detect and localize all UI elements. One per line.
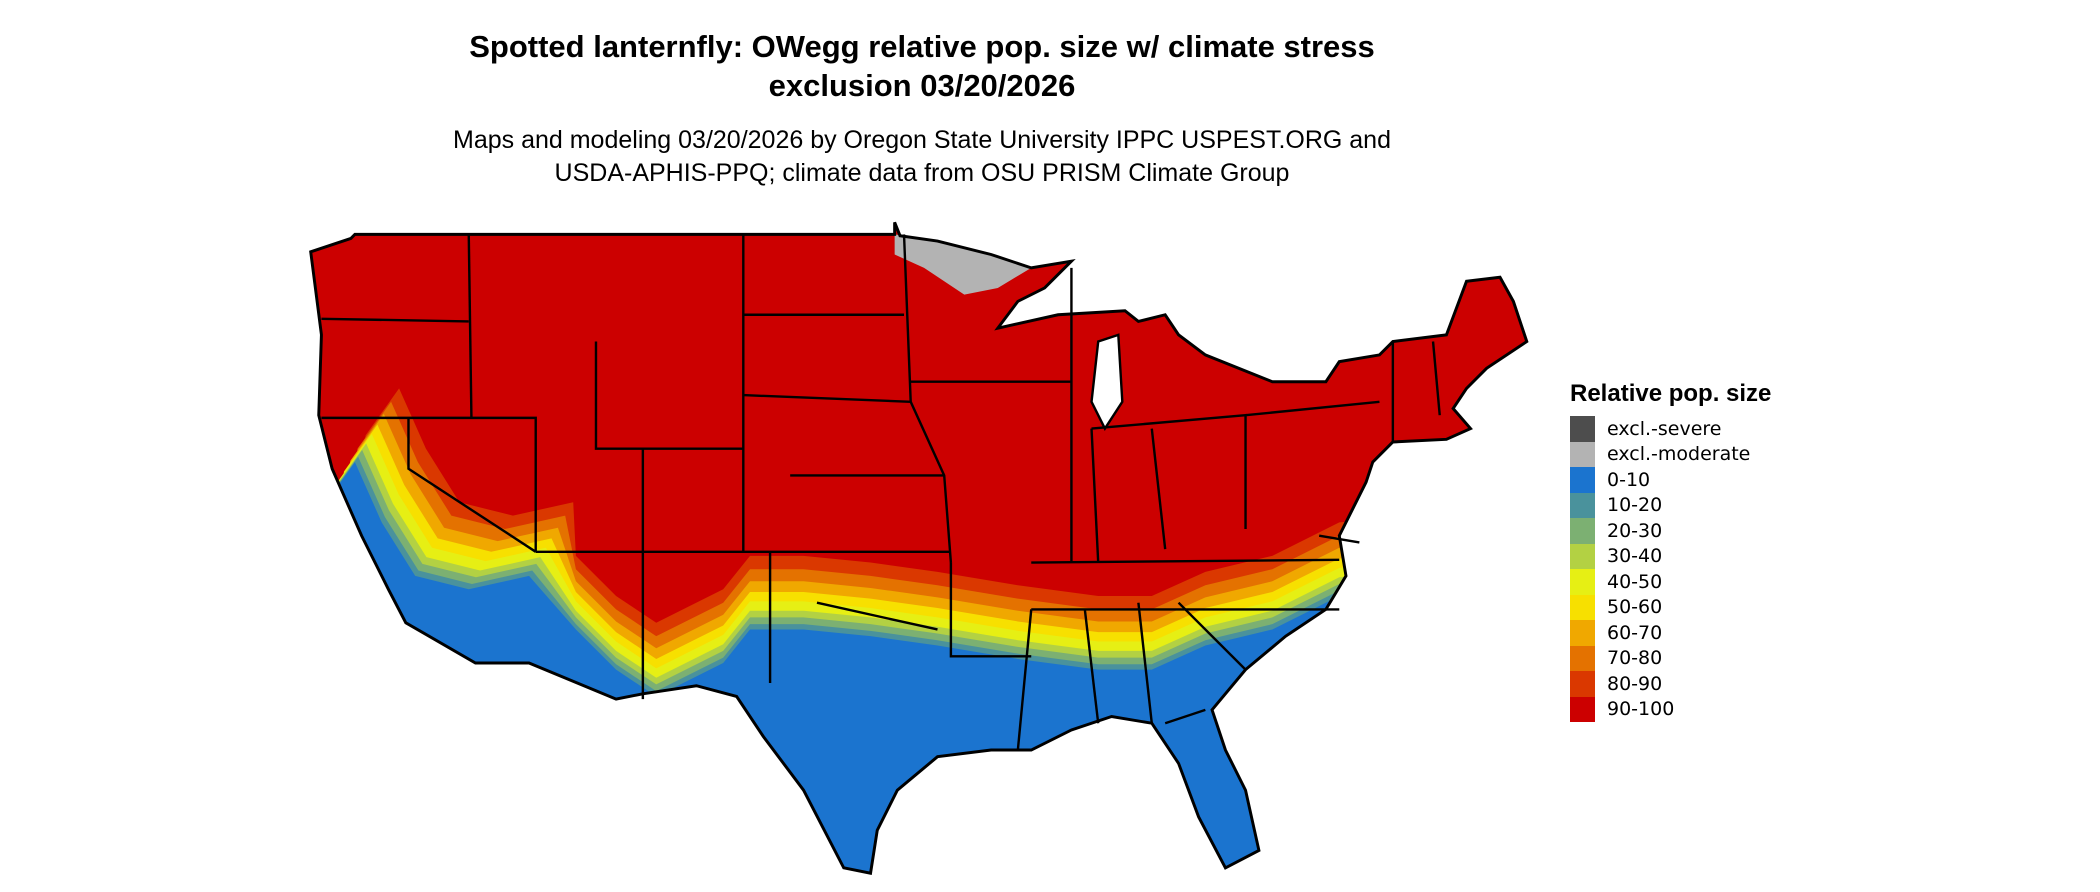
legend-label: 70-80 [1607,647,1663,670]
legend-label: 10-20 [1607,494,1663,517]
zone-excl-moderate [894,234,1032,295]
state-boundary [321,416,537,552]
state-boundary [1031,558,1340,564]
legend-label: excl.-moderate [1607,443,1751,466]
legend-item: 80-90 [1570,671,1771,697]
legend-label: 60-70 [1607,621,1663,644]
legend-swatch [1570,645,1595,671]
state-boundary [467,234,473,418]
legend-item: 60-70 [1570,620,1771,646]
legend-swatch [1570,518,1595,544]
state-boundary [1245,400,1380,417]
state-boundary [407,417,537,553]
legend-item: 30-40 [1570,543,1771,569]
state-boundary [1090,428,1100,563]
legend-item: 0-10 [1570,467,1771,493]
legend-swatch [1570,671,1595,697]
state-boundary [902,234,953,563]
state-boundary [1083,609,1100,724]
legend: Relative pop. size excl.-severe excl.-mod… [1570,380,1771,722]
legend-swatch [1570,696,1595,722]
legend-item: 90-100 [1570,696,1771,722]
legend-label: 90-100 [1607,698,1675,721]
legend-label: 80-90 [1607,672,1663,695]
legend-swatch [1570,467,1595,493]
legend-swatch [1570,492,1595,518]
map-subtitle-line2: USDA-APHIS-PPQ; climate data from OSU PR… [554,159,1290,187]
legend-swatch [1570,594,1595,620]
legend-item: excl.-severe [1570,416,1771,442]
state-boundary [1318,534,1360,544]
map-subtitle-line1: Maps and modeling 03/20/2026 by Oregon S… [453,126,1391,154]
legend-label: 50-60 [1607,596,1663,619]
legend-swatch [1570,569,1595,595]
map-title-line1: Spotted lanternfly: OWegg relative pop. … [469,29,1375,64]
state-boundary [1016,609,1033,751]
legend-swatch [1570,543,1595,569]
state-boundary [1137,602,1153,724]
legend-label: 20-30 [1607,519,1663,542]
state-boundary [743,393,911,404]
legend-title: Relative pop. size [1570,380,1772,407]
legend-item: excl.-moderate [1570,441,1771,467]
legend-item: 50-60 [1570,594,1771,620]
legend-item: 10-20 [1570,492,1771,518]
state-boundary [594,341,744,450]
state-boundary [1164,708,1206,725]
legend-label: 30-40 [1607,545,1663,568]
legend-item: 20-30 [1570,518,1771,544]
lake-michigan [1090,333,1124,432]
legend-item: 70-80 [1570,645,1771,671]
legend-label: 0-10 [1607,468,1651,491]
state-boundary [321,317,469,323]
legend-swatch [1570,620,1595,646]
legend-label: excl.-severe [1607,417,1722,440]
legend-swatch [1570,416,1595,442]
map-title-line2: exclusion 03/20/2026 [768,68,1076,103]
legend-label: 40-50 [1607,570,1663,593]
state-boundary [949,562,1032,658]
us-outline [309,221,1529,875]
state-boundary [1150,428,1167,550]
state-boundary [816,601,938,631]
legend-swatch [1570,441,1595,467]
state-boundary [1431,341,1441,416]
legend-item: 40-50 [1570,569,1771,595]
state-boundary [1177,601,1247,671]
